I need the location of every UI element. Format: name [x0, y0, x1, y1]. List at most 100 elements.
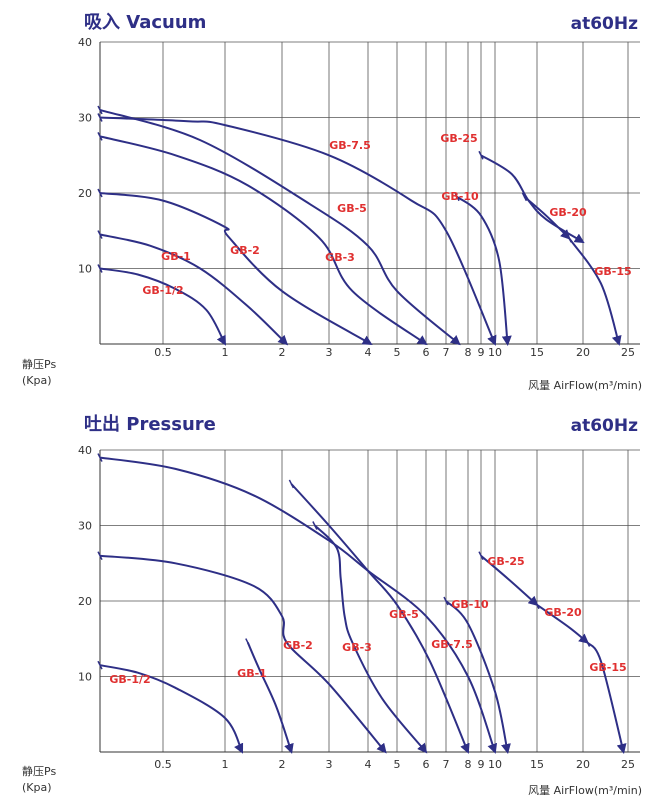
x-tick-label: 8: [465, 758, 472, 771]
series-start-mark: [97, 105, 103, 115]
series-line: [290, 483, 470, 754]
y-tick-label: 20: [78, 187, 92, 200]
x-tick-label: 25: [621, 758, 635, 771]
series-label: GB-5: [389, 608, 419, 621]
x-tick-label: 4: [365, 346, 372, 359]
x-tick-label: 7: [443, 758, 450, 771]
y-axis-label-line1: 静压Ps: [22, 765, 57, 778]
series-line: [99, 116, 497, 346]
series-line: [445, 600, 511, 754]
x-tick-label: 3: [326, 346, 333, 359]
series-line: [99, 192, 373, 346]
y-axis-label-line2: (Kpa): [22, 781, 52, 794]
x-tick-label: 15: [530, 346, 544, 359]
series-label: GB-1: [161, 250, 191, 263]
series-start-mark: [245, 638, 251, 647]
chart-subtitle: at60Hz: [570, 14, 638, 34]
x-tick-label: 2: [279, 346, 286, 359]
x-tick-label: 25: [621, 346, 635, 359]
series-label: GB-2: [230, 244, 260, 257]
x-tick-label: 0.5: [154, 758, 172, 771]
series-label: GB-20: [544, 606, 582, 619]
y-tick-label: 30: [78, 112, 92, 125]
series-start-mark: [288, 479, 295, 489]
series-label: GB-1: [237, 667, 267, 680]
series-line: [568, 237, 622, 346]
x-tick-label: 5: [394, 346, 401, 359]
series-start-mark: [97, 551, 103, 561]
series-start-mark: [443, 596, 449, 606]
series-line: [480, 554, 539, 607]
x-tick-label: 15: [530, 758, 544, 771]
series-line: [99, 135, 428, 346]
series-start-mark: [97, 453, 103, 462]
x-tick-label: 4: [365, 758, 372, 771]
series-start-mark: [97, 230, 103, 239]
x-tick-label: 5: [394, 758, 401, 771]
series-label: GB-3: [342, 641, 372, 654]
series-line: [523, 196, 571, 240]
grid-lines: [100, 449, 640, 752]
series-label: GB-15: [589, 661, 626, 674]
pressure-chart-panel: 吐出 Pressure at60Hz 10 20 30 40 0.5 1 2 3 4 5 6 7 8 9 1…: [0, 402, 656, 804]
x-tick-label: 9: [478, 346, 485, 359]
y-tick-label: 40: [78, 36, 92, 49]
chart-subtitle: at60Hz: [570, 416, 638, 436]
x-tick-label: 6: [423, 758, 430, 771]
series-line: [99, 233, 289, 346]
series-start-mark: [566, 233, 572, 243]
series-line: [456, 195, 512, 346]
grid-lines: [100, 41, 640, 344]
series-label: GB-10: [451, 598, 489, 611]
series-start-mark: [478, 551, 484, 561]
series-label: GB-20: [549, 206, 587, 219]
y-tick-label: 10: [78, 671, 92, 684]
series-label: GB-5: [337, 202, 367, 215]
y-axis-label: 静压Ps (Kpa): [22, 764, 56, 796]
y-tick-label: 40: [78, 444, 92, 457]
series-start-mark: [97, 132, 103, 141]
x-tick-label: 1: [222, 346, 229, 359]
series-start-mark: [97, 660, 103, 670]
series-line: [536, 603, 590, 644]
series-line: [99, 267, 226, 346]
axes: [99, 450, 640, 753]
x-tick-label: 2: [279, 758, 286, 771]
series-label: GB-25: [487, 555, 524, 568]
x-tick-label: 1: [222, 758, 229, 771]
series-label: GB-7.5: [431, 638, 472, 651]
x-axis-label: 风量 AirFlow(m³/min): [528, 379, 642, 392]
series-label: GB-1/2: [109, 673, 150, 686]
x-tick-label: 20: [576, 758, 590, 771]
chart-title: 吐出 Pressure: [84, 414, 216, 435]
series-line: [314, 524, 428, 754]
x-tick-label: 7: [443, 346, 450, 359]
x-tick-label: 20: [576, 346, 590, 359]
y-axis-label: 静压Ps (Kpa): [22, 357, 56, 389]
series-start-mark: [454, 192, 460, 202]
y-tick-label: 30: [78, 520, 92, 533]
series-line: [99, 456, 498, 754]
series-line: [99, 108, 461, 346]
chart-title: 吸入 Vacuum: [84, 12, 207, 33]
series-start-mark: [97, 113, 103, 122]
series-start-mark: [521, 192, 528, 202]
x-tick-label: 10: [488, 758, 502, 771]
series-label: GB-1/2: [142, 284, 183, 297]
series-label: GB-15: [594, 265, 631, 278]
x-tick-label: 3: [326, 758, 333, 771]
series-label: GB-10: [441, 190, 479, 203]
series-line: [480, 154, 585, 244]
series-start-mark: [478, 150, 484, 160]
y-tick-label: 20: [78, 595, 92, 608]
x-tick-label: 6: [423, 346, 430, 359]
series-line: [99, 664, 244, 754]
series-label: GB-2: [283, 639, 313, 652]
series-line: [586, 641, 627, 754]
series-start-mark: [534, 600, 540, 610]
y-axis-label-line1: 静压Ps: [22, 358, 57, 371]
series-label: GB-7.5: [329, 139, 370, 152]
x-axis-label: 风量 AirFlow(m³/min): [528, 784, 642, 797]
vacuum-chart-panel: 吸入 Vacuum at60Hz 10 20 30 40 0.5 1 2 3 4 5 6 7 8 9 10 1…: [22, 12, 642, 392]
